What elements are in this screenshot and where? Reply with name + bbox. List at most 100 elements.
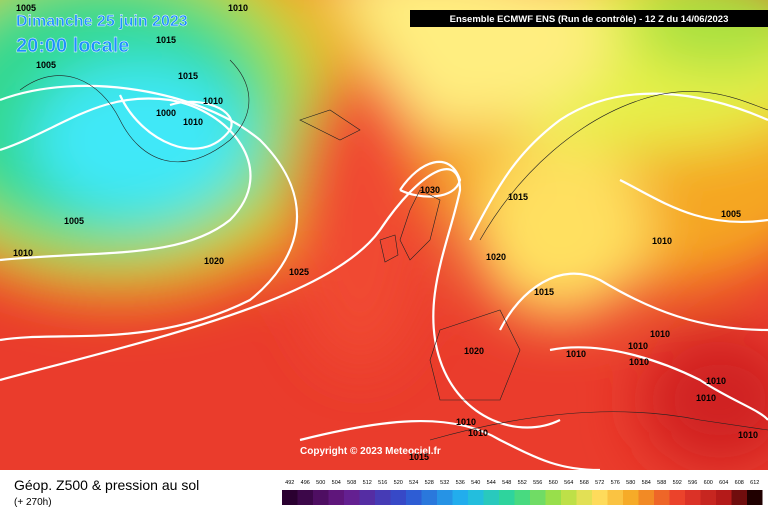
scale-label: 548 bbox=[502, 480, 511, 486]
isobar-label: 1015 bbox=[409, 452, 429, 462]
scale-swatch bbox=[282, 490, 298, 505]
isobar-label: 1010 bbox=[13, 248, 33, 258]
isobar-label: 1010 bbox=[629, 357, 649, 367]
isobar-label: 1015 bbox=[156, 35, 176, 45]
isobar-label: 1010 bbox=[456, 417, 476, 427]
run-bar bbox=[410, 10, 768, 27]
scale-swatch bbox=[390, 490, 406, 505]
isobar-label: 1005 bbox=[64, 216, 84, 226]
date: Dimanche 25 juin 2023 bbox=[16, 13, 188, 30]
scale-label: 608 bbox=[735, 480, 744, 486]
scale-label: 536 bbox=[456, 480, 465, 486]
scale-swatch bbox=[638, 490, 654, 505]
scale-label: 528 bbox=[425, 480, 434, 486]
scale-swatch bbox=[561, 490, 577, 505]
scale-swatch bbox=[747, 490, 763, 505]
scale-label: 504 bbox=[332, 480, 341, 486]
scale-swatch bbox=[654, 490, 670, 505]
scale-label: 568 bbox=[580, 480, 589, 486]
isobar-label: 1010 bbox=[628, 341, 648, 351]
scale-label: 576 bbox=[611, 480, 620, 486]
scale-label: 496 bbox=[301, 480, 310, 486]
scale-label: 580 bbox=[626, 480, 635, 486]
scale-swatch bbox=[375, 490, 391, 505]
scale-label: 600 bbox=[704, 480, 713, 486]
isobar-label: 1025 bbox=[289, 267, 309, 277]
isobar-label: 1030 bbox=[420, 185, 440, 195]
isobar-label: 1010 bbox=[650, 329, 670, 339]
isobar-label: 1015 bbox=[534, 287, 554, 297]
isobar-label: 1020 bbox=[464, 346, 484, 356]
scale-swatch bbox=[669, 490, 685, 505]
scale-swatch bbox=[700, 490, 716, 505]
map-field bbox=[0, 0, 768, 470]
scale-label: 544 bbox=[487, 480, 496, 486]
scale-swatch bbox=[545, 490, 561, 505]
run-info: Ensemble ECMWF ENS (Run de contrôle) - 1… bbox=[450, 14, 729, 25]
scale-label: 520 bbox=[394, 480, 403, 486]
isobar-label: 1010 bbox=[468, 428, 488, 438]
isobar-label: 1015 bbox=[178, 71, 198, 81]
scale-label: 508 bbox=[347, 480, 356, 486]
scale-swatch bbox=[499, 490, 515, 505]
scale-label: 564 bbox=[564, 480, 573, 486]
copyright: Copyright © 2023 Meteociel.fr bbox=[300, 446, 441, 457]
isobar-label: 1010 bbox=[228, 3, 248, 13]
footer-title: Géop. Z500 & pression au sol bbox=[14, 477, 199, 493]
isobar-label: 1020 bbox=[204, 256, 224, 266]
isobar-label: 1000 bbox=[156, 108, 176, 118]
scale-swatch bbox=[483, 490, 499, 505]
scale-swatch bbox=[359, 490, 375, 505]
coastlines bbox=[19, 59, 768, 441]
scale-label: 492 bbox=[285, 480, 294, 486]
isobar-label: 1015 bbox=[508, 192, 528, 202]
scale-swatch bbox=[421, 490, 437, 505]
scale-label: 556 bbox=[533, 480, 542, 486]
scale-swatch bbox=[576, 490, 592, 505]
scale-label: 604 bbox=[719, 480, 728, 486]
scale-label: 540 bbox=[471, 480, 480, 486]
scale-swatch bbox=[592, 490, 608, 505]
scale-label: 516 bbox=[378, 480, 387, 486]
scale-swatch bbox=[406, 490, 422, 505]
scale-label: 588 bbox=[657, 480, 666, 486]
isobar-label: 1020 bbox=[486, 252, 506, 262]
isobar-label: 1010 bbox=[566, 349, 586, 359]
scale-swatch bbox=[731, 490, 747, 505]
scale-label: 524 bbox=[409, 480, 418, 486]
scale-label: 612 bbox=[750, 480, 759, 486]
isobar-label: 1005 bbox=[721, 209, 741, 219]
scale-label: 500 bbox=[316, 480, 325, 486]
isobars bbox=[0, 84, 768, 470]
scale-label: 512 bbox=[363, 480, 372, 486]
scale-swatch bbox=[685, 490, 701, 505]
scale-label: 560 bbox=[549, 480, 558, 486]
scale-swatch bbox=[623, 490, 639, 505]
scale-label: 572 bbox=[595, 480, 604, 486]
scale-swatch bbox=[468, 490, 484, 505]
scale-swatch bbox=[313, 490, 329, 505]
scale-label: 596 bbox=[688, 480, 697, 486]
isobar-label: 1010 bbox=[696, 393, 716, 403]
scale-swatch bbox=[452, 490, 468, 505]
scale-label: 532 bbox=[440, 480, 449, 486]
isobar-label: 1010 bbox=[183, 117, 203, 127]
isobar-label: 1005 bbox=[36, 60, 56, 70]
scale-label: 592 bbox=[673, 480, 682, 486]
isobar-label: 1010 bbox=[706, 376, 726, 386]
isobar-label: 1010 bbox=[652, 236, 672, 246]
scale-swatch bbox=[514, 490, 530, 505]
isobar-label: 1005 bbox=[16, 3, 36, 13]
scale-swatch bbox=[297, 490, 313, 505]
scale-swatch bbox=[607, 490, 623, 505]
lead-time: (+ 270h) bbox=[14, 497, 52, 508]
scale-swatch bbox=[716, 490, 732, 505]
scale-label: 584 bbox=[642, 480, 651, 486]
isobar-label: 1010 bbox=[738, 430, 758, 440]
scale-swatch bbox=[344, 490, 360, 505]
local-time: 20:00 locale bbox=[16, 35, 129, 57]
scale-swatch bbox=[530, 490, 546, 505]
scale-swatch bbox=[437, 490, 453, 505]
isobar-label: 1010 bbox=[203, 96, 223, 106]
